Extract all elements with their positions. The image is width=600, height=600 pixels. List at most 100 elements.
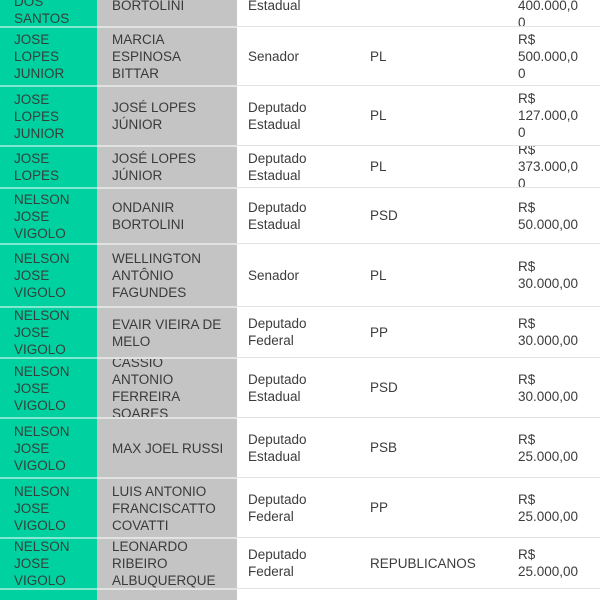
candidate-cell: LUIS ANTONIO FRANCISCATTO COVATTI [97, 477, 237, 537]
donor-name: JOSE LOPES JUNIOR [14, 32, 65, 81]
donor-name: DOS SANTOS [14, 0, 70, 26]
candidate-cell: ONDANIR BORTOLINI [97, 187, 237, 243]
party-label: PSB [370, 440, 398, 455]
office-label: Deputado Estadual [248, 99, 307, 132]
amount-value: R$ 50.000,00 [518, 199, 579, 232]
party-label: PL [370, 48, 387, 64]
party-cell: PSD [370, 187, 506, 243]
party-label: PL [370, 159, 387, 174]
office-label: Deputado Estadual [248, 371, 307, 404]
amount-cell: R$ 25.000,00 [506, 417, 600, 477]
office-cell: Deputado Estadual [237, 187, 370, 243]
donor-cell: DOS SANTOS [0, 0, 97, 26]
table-row: NELSON JOSE VIGOLO ONDANIR BORTOLINI Dep… [0, 187, 600, 243]
party-label: PP [370, 324, 389, 340]
table-row: JOSE LOPES JUNIOR MARCIA ESPINOSA BITTAR… [0, 26, 600, 85]
amount-cell: R$ 373.000,00 [506, 145, 600, 187]
party-cell: PSD [370, 357, 506, 417]
candidate-cell: BORTOLINI [97, 0, 237, 26]
office-cell: Senador [237, 243, 370, 306]
office-label: Senador [248, 48, 300, 64]
donor-cell: NELSON JOSE VIGOLO [0, 357, 97, 417]
donor-cell: NELSON JOSE VIGOLO [0, 477, 97, 537]
amount-cell: R$ 30.000,00 [506, 306, 600, 357]
candidate-cell: MARCIA ESPINOSA BITTAR [97, 26, 237, 85]
amount-cell: 400.000,00 [506, 0, 600, 26]
office-cell: Deputado Estadual [237, 85, 370, 145]
candidate-cell [97, 588, 237, 600]
candidate-name: MARCIA ESPINOSA BITTAR [112, 32, 181, 81]
amount-cell: R$ 500.000,00 [506, 26, 600, 85]
party-label: PSD [370, 208, 398, 223]
donor-name: NELSON JOSE VIGOLO [14, 308, 70, 357]
donor-cell: NELSON JOSE VIGOLO [0, 537, 97, 588]
donor-name: NELSON JOSE VIGOLO [14, 363, 70, 413]
table-row: DOS SANTOS BORTOLINI Estadual 400.000,00 [0, 0, 600, 26]
table-row: NELSON JOSE VIGOLO WELLINGTON ANTÔNIO FA… [0, 243, 600, 306]
candidate-cell: MAX JOEL RUSSI [97, 417, 237, 477]
party-cell: PL [370, 145, 506, 187]
office-cell: Deputado Estadual [237, 357, 370, 417]
candidate-name: CASSIO ANTONIO FERREIRA SOARES [112, 357, 180, 417]
party-label: PSD [370, 380, 398, 395]
office-cell: Deputado Estadual [237, 417, 370, 477]
amount-value: R$ 25.000,00 [518, 547, 579, 579]
office-label: Deputado Federal [248, 547, 307, 579]
table-row [0, 588, 600, 600]
donor-name: NELSON JOSE VIGOLO [14, 251, 70, 300]
amount-value: R$ 25.000,00 [518, 491, 579, 524]
party-cell: PP [370, 306, 506, 357]
candidate-name: LUIS ANTONIO FRANCISCATTO COVATTI [112, 483, 216, 533]
candidate-cell: JOSÉ LOPES JÚNIOR [97, 85, 237, 145]
amount-cell [506, 588, 600, 600]
office-label: Deputado Federal [248, 491, 307, 524]
office-cell: Deputado Federal [237, 477, 370, 537]
office-cell [237, 588, 370, 600]
office-label: Deputado Estadual [248, 431, 307, 464]
donor-name: NELSON JOSE VIGOLO [14, 191, 70, 241]
table-row: NELSON JOSE VIGOLO LEONARDO RIBEIRO ALBU… [0, 537, 600, 588]
party-label: REPUBLICANOS [370, 555, 476, 571]
party-label: PP [370, 500, 389, 515]
amount-cell: R$ 50.000,00 [506, 187, 600, 243]
amount-cell: R$ 30.000,00 [506, 243, 600, 306]
donor-cell: NELSON JOSE VIGOLO [0, 306, 97, 357]
office-cell: Deputado Federal [237, 306, 370, 357]
table-row: JOSE LOPES JOSÉ LOPES JÚNIOR Deputado Es… [0, 145, 600, 187]
office-cell: Estadual [237, 0, 370, 26]
donor-name: JOSE LOPES [14, 151, 60, 183]
donor-cell [0, 588, 97, 600]
office-cell: Deputado Estadual [237, 145, 370, 187]
candidate-name: ONDANIR BORTOLINI [112, 200, 185, 232]
table-row: JOSE LOPES JUNIOR JOSÉ LOPES JÚNIOR Depu… [0, 85, 600, 145]
candidate-name: BORTOLINI [112, 0, 185, 13]
donor-cell: JOSE LOPES JUNIOR [0, 85, 97, 145]
party-cell [370, 588, 506, 600]
donor-cell: JOSE LOPES JUNIOR [0, 26, 97, 85]
party-label: PL [370, 108, 387, 123]
table-row: NELSON JOSE VIGOLO MAX JOEL RUSSI Deputa… [0, 417, 600, 477]
amount-value: R$ 30.000,00 [518, 371, 579, 404]
office-cell: Senador [237, 26, 370, 85]
donor-name: NELSON JOSE VIGOLO [14, 483, 70, 533]
donor-cell: NELSON JOSE VIGOLO [0, 243, 97, 306]
candidate-name: JOSÉ LOPES JÚNIOR [112, 100, 197, 132]
amount-value: R$ 127.000,00 [518, 91, 579, 140]
office-label: Deputado Estadual [248, 150, 307, 183]
party-cell: PP [370, 477, 506, 537]
party-label: PL [370, 267, 387, 283]
candidate-cell: JOSÉ LOPES JÚNIOR [97, 145, 237, 187]
party-cell [370, 0, 506, 26]
party-cell: PL [370, 26, 506, 85]
candidate-name: WELLINGTON ANTÔNIO FAGUNDES [112, 251, 202, 300]
office-label: Senador [248, 267, 300, 283]
candidate-name: JOSÉ LOPES JÚNIOR [112, 151, 197, 183]
amount-cell: R$ 127.000,00 [506, 85, 600, 145]
party-cell: REPUBLICANOS [370, 537, 506, 588]
amount-value: R$ 373.000,00 [518, 145, 579, 187]
office-cell: Deputado Federal [237, 537, 370, 588]
candidate-cell: WELLINGTON ANTÔNIO FAGUNDES [97, 243, 237, 306]
candidate-name: LEONARDO RIBEIRO ALBUQUERQUE [112, 539, 216, 588]
office-label: Deputado Estadual [248, 199, 307, 232]
amount-cell: R$ 30.000,00 [506, 357, 600, 417]
